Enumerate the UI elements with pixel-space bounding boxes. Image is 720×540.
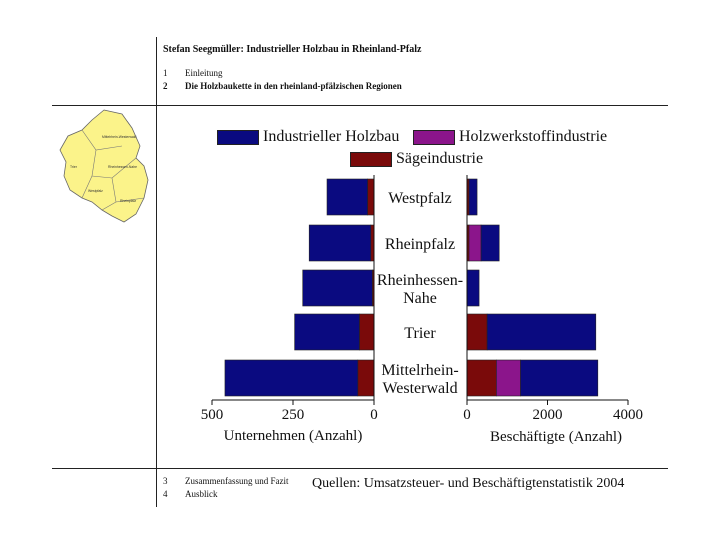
bar-left-0-2	[326, 178, 368, 216]
category-label-3-0: Trier	[404, 325, 436, 342]
right-x-axis-label: Beschäftigte (Anzahl)	[490, 429, 622, 445]
toc-item-3[interactable]: 3 Zusammenfassung und Fazit	[163, 476, 289, 486]
legend-item-holzwerkstoff: Holzwerkstoffindustrie	[413, 128, 607, 146]
category-label-2-0: Rheinhessen-	[377, 272, 463, 289]
presentation-title: Stefan Seegmüller: Industrieller Holzbau…	[163, 44, 422, 55]
bar-right-4-1	[496, 359, 521, 397]
bar-left-1-2	[308, 224, 372, 262]
legend-item-saege: Sägeindustrie	[350, 150, 483, 168]
region-map: Mittelrhein-Westerwald Trier Rheinhessen…	[59, 109, 149, 223]
bar-left-2-2	[302, 269, 373, 307]
legend-swatch-saege	[350, 151, 392, 167]
bar-right-3-0	[466, 313, 488, 351]
bar-left-0-0	[367, 178, 375, 216]
bar-right-0-2	[468, 178, 478, 216]
left-tick-label-2: 0	[370, 407, 378, 423]
footer-divider	[52, 468, 668, 469]
map-region-borders	[81, 129, 145, 211]
bar-left-4-2	[224, 359, 359, 397]
toc-item-1[interactable]: 1 Einleitung	[163, 68, 223, 78]
map-label-trier: Trier	[70, 165, 78, 169]
right-tick-label-2: 4000	[613, 407, 643, 423]
toc-item-4[interactable]: 4 Ausblick	[163, 489, 218, 499]
category-label-2-1: Nahe	[403, 290, 437, 307]
category-label-1-0: Rheinpfalz	[385, 236, 455, 253]
bar-left-3-2	[294, 313, 360, 351]
legend-swatch-holzbau	[217, 129, 259, 145]
map-label-rheinhessen: Rheinhessen-Nahe	[108, 165, 137, 169]
source-note: Quellen: Umsatzsteuer- und Beschäftigten…	[312, 476, 625, 491]
category-label-4-1: Westerwald	[382, 380, 457, 397]
bar-right-1-2	[480, 224, 500, 262]
legend-swatch-holzwerkstoff	[413, 129, 455, 145]
bar-right-1-1	[468, 224, 482, 262]
legend-label-holzwerkstoff: Holzwerkstoffindustrie	[459, 128, 608, 145]
header-divider	[52, 105, 668, 106]
left-tick-label-0: 500	[201, 407, 224, 423]
bar-left-4-0	[357, 359, 375, 397]
right-tick-label-0: 0	[463, 407, 471, 423]
left-x-axis-label: Unternehmen (Anzahl)	[224, 428, 363, 444]
legend-label-saege: Sägeindustrie	[396, 150, 484, 167]
bar-right-4-2	[520, 359, 599, 397]
category-label-4-0: Mittelrhein-	[381, 362, 458, 379]
bar-right-4-0	[466, 359, 497, 397]
toc-item-2[interactable]: 2 Die Holzbaukette in den rheinland-pfälz…	[163, 81, 402, 91]
legend-label-holzbau: Industrieller Holzbau	[263, 128, 400, 145]
bar-left-3-0	[359, 313, 375, 351]
legend-item-holzbau: Industrieller Holzbau	[217, 128, 399, 146]
bar-right-3-2	[486, 313, 597, 351]
right-tick-label-1: 2000	[533, 407, 563, 423]
left-tick-label-1: 250	[282, 407, 305, 423]
category-label-0-0: Westpfalz	[388, 190, 452, 207]
map-label-rheinpfalz: Rheinpfalz	[120, 199, 136, 203]
map-region-shape	[59, 109, 149, 223]
map-label-mittelrhein: Mittelrhein-Westerwald	[102, 135, 137, 139]
bar-right-2-2	[466, 269, 480, 307]
map-label-westpfalz: Westpfalz	[88, 189, 103, 193]
vertical-divider	[156, 37, 157, 507]
